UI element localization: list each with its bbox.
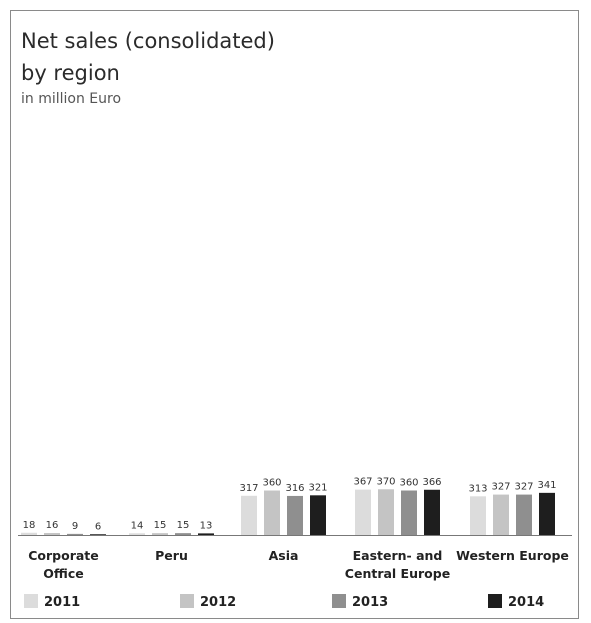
data-label-2013-2: 316: [285, 483, 304, 494]
data-label-2013-4: 327: [514, 482, 533, 493]
data-label-2011-2: 317: [239, 483, 258, 494]
data-label-2013-1: 15: [177, 520, 190, 531]
bar-2011-2: [241, 495, 257, 535]
legend-swatch-2011: [24, 594, 38, 608]
chart-title-line-1: Net sales (consolidated): [21, 29, 275, 53]
bar-2012-4: [493, 494, 509, 535]
data-label-2012-3: 370: [376, 476, 395, 487]
bar-2014-1: [198, 533, 214, 535]
data-label-2014-3: 366: [422, 477, 441, 488]
x-tick-label-0-0: Corporate: [28, 548, 99, 563]
data-label-2011-3: 367: [353, 477, 372, 488]
data-label-2012-0: 16: [46, 520, 59, 531]
x-tick-label-4-0: Western Europe: [456, 548, 569, 563]
bar-2014-0: [90, 534, 106, 535]
bar-2013-1: [175, 533, 191, 535]
legend-label-2011: 2011: [44, 595, 80, 610]
bar-2012-2: [264, 490, 280, 535]
bar-2013-2: [287, 495, 303, 535]
x-tick-label-1-0: Peru: [155, 548, 188, 563]
bar-2014-3: [424, 489, 440, 535]
chart-subtitle: in million Euro: [21, 91, 122, 107]
bar-2013-4: [516, 494, 532, 535]
data-label-2011-4: 313: [468, 483, 487, 494]
data-label-2012-2: 360: [262, 478, 281, 489]
data-label-2012-4: 327: [491, 482, 510, 493]
bar-2011-0: [21, 532, 37, 535]
bar-2012-3: [378, 489, 394, 535]
data-label-2011-0: 18: [23, 520, 36, 531]
data-label-2014-1: 13: [200, 520, 213, 531]
x-tick-label-2-0: Asia: [269, 548, 299, 563]
bar-2011-4: [470, 496, 486, 535]
legend-label-2013: 2013: [352, 595, 388, 610]
chart-title: Net sales (consolidated) by region: [21, 25, 275, 89]
x-tick-label-3-0: Eastern- and: [353, 548, 443, 563]
legend-swatch-2012: [180, 594, 194, 608]
legend-label-2014: 2014: [508, 595, 544, 610]
legend-swatch-2014: [488, 594, 502, 608]
legend-swatch-2013: [332, 594, 346, 608]
legend-label-2012: 2012: [200, 595, 236, 610]
bar-2014-4: [539, 492, 555, 535]
data-label-2011-1: 14: [131, 520, 144, 531]
data-label-2014-2: 321: [308, 482, 327, 493]
data-label-2013-0: 9: [72, 521, 78, 532]
bar-2012-0: [44, 533, 60, 535]
x-tick-label-0-1: Office: [43, 566, 83, 581]
chart-title-line-2: by region: [21, 61, 120, 85]
data-label-2012-1: 15: [154, 520, 167, 531]
bar-2013-0: [67, 533, 83, 535]
data-label-2014-0: 6: [95, 521, 101, 532]
bar-2012-1: [152, 533, 168, 535]
data-label-2013-3: 360: [399, 478, 418, 489]
bar-2011-3: [355, 489, 371, 535]
bar-2013-3: [401, 490, 417, 535]
bar-2011-1: [129, 533, 145, 535]
bar-2014-2: [310, 495, 326, 535]
data-label-2014-4: 341: [537, 480, 556, 491]
x-tick-label-3-1: Central Europe: [345, 566, 450, 581]
